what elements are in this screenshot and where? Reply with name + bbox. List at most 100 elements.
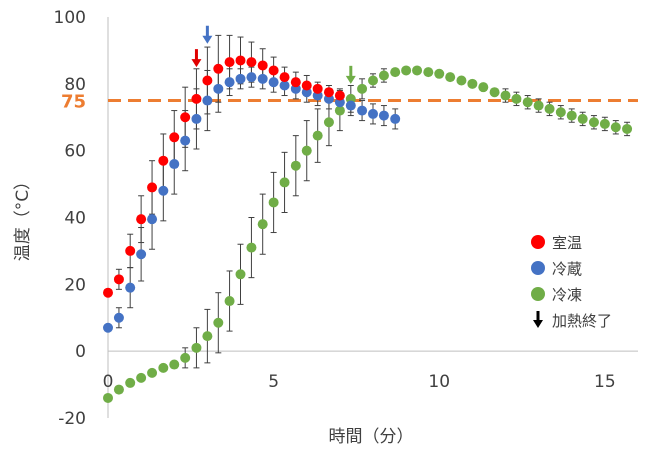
legend-arrow-head xyxy=(533,320,543,328)
legend-label: 加熱終了 xyxy=(552,312,612,330)
data-point xyxy=(257,73,268,84)
data-point xyxy=(301,80,312,91)
data-point xyxy=(235,269,246,280)
data-point xyxy=(268,197,279,208)
data-point xyxy=(312,130,323,141)
data-point xyxy=(113,274,124,285)
data-point xyxy=(533,100,544,111)
data-point xyxy=(224,57,235,68)
y-tick-label: 80 xyxy=(64,75,86,95)
data-point xyxy=(103,392,113,403)
data-point xyxy=(467,78,478,89)
reference-line-label: 75 xyxy=(61,92,86,113)
data-point xyxy=(180,112,191,123)
data-point xyxy=(224,77,235,88)
data-point xyxy=(445,72,456,83)
data-point xyxy=(279,80,290,91)
data-point xyxy=(224,296,235,307)
y-axis-title: 温度（°C） xyxy=(13,173,33,261)
data-point xyxy=(158,155,169,166)
data-points-group xyxy=(103,55,633,403)
data-point xyxy=(268,65,279,76)
data-point xyxy=(103,287,113,298)
data-point xyxy=(202,95,213,106)
data-point xyxy=(136,372,147,383)
data-point xyxy=(191,93,202,104)
y-tick-label: 60 xyxy=(64,142,86,162)
data-point xyxy=(213,317,224,328)
arrow-head xyxy=(191,59,202,68)
legend-item: 室温 xyxy=(531,234,582,252)
data-point xyxy=(489,87,500,98)
data-point xyxy=(136,214,147,225)
data-point xyxy=(180,352,191,363)
data-point xyxy=(213,63,224,74)
data-point xyxy=(213,83,224,94)
data-point xyxy=(401,65,412,76)
data-point xyxy=(301,145,312,156)
x-tick-label: 0 xyxy=(103,372,114,392)
heating-end-arrow xyxy=(345,65,356,84)
data-point xyxy=(136,249,147,260)
data-point xyxy=(279,72,290,83)
y-tick-label: 0 xyxy=(75,342,86,362)
data-point xyxy=(500,90,511,101)
data-point xyxy=(456,75,467,86)
legend-marker xyxy=(531,287,545,301)
data-point xyxy=(113,384,124,395)
data-point xyxy=(390,113,401,124)
data-point xyxy=(279,177,290,188)
data-point xyxy=(555,107,566,118)
data-point xyxy=(191,113,202,124)
legend-marker xyxy=(531,261,545,275)
data-point xyxy=(323,117,334,128)
data-point xyxy=(334,90,345,101)
y-tick-label: 20 xyxy=(64,275,86,295)
data-point xyxy=(378,110,389,121)
data-point xyxy=(334,105,345,116)
data-point xyxy=(566,110,577,121)
data-point xyxy=(290,160,301,171)
data-point xyxy=(345,100,356,111)
data-point xyxy=(235,55,246,66)
data-point xyxy=(290,77,301,88)
data-point xyxy=(257,60,268,71)
data-point xyxy=(599,118,610,129)
data-point xyxy=(246,242,257,253)
data-point xyxy=(246,72,257,83)
data-point xyxy=(103,322,113,333)
heating-end-arrow xyxy=(191,49,202,68)
legend-label: 室温 xyxy=(552,234,582,252)
arrow-head xyxy=(345,75,356,84)
y-tick-label: 100 xyxy=(54,8,86,28)
x-axis-title: 時間（分） xyxy=(329,427,414,447)
data-point xyxy=(191,342,202,353)
data-point xyxy=(323,87,334,98)
data-point xyxy=(202,331,213,342)
arrow-head xyxy=(202,35,213,44)
data-point xyxy=(368,75,378,86)
data-point xyxy=(147,367,158,378)
legend-marker xyxy=(531,235,545,249)
data-point xyxy=(158,185,169,196)
data-point xyxy=(158,362,169,373)
legend-item: 冷蔵 xyxy=(531,260,582,278)
data-point xyxy=(423,67,434,78)
data-point xyxy=(478,82,489,93)
data-point xyxy=(202,75,213,86)
y-tick-label: -20 xyxy=(58,409,86,429)
legend-item: 加熱終了 xyxy=(533,311,612,330)
y-tick-label: 40 xyxy=(64,209,86,229)
data-point xyxy=(357,105,368,116)
data-point xyxy=(378,70,389,81)
data-point xyxy=(169,132,180,143)
data-point xyxy=(390,67,401,78)
data-point xyxy=(125,245,136,256)
x-tick-label: 15 xyxy=(594,372,616,392)
x-tick-label: 10 xyxy=(428,372,450,392)
data-point xyxy=(511,93,522,104)
data-point xyxy=(147,182,158,193)
